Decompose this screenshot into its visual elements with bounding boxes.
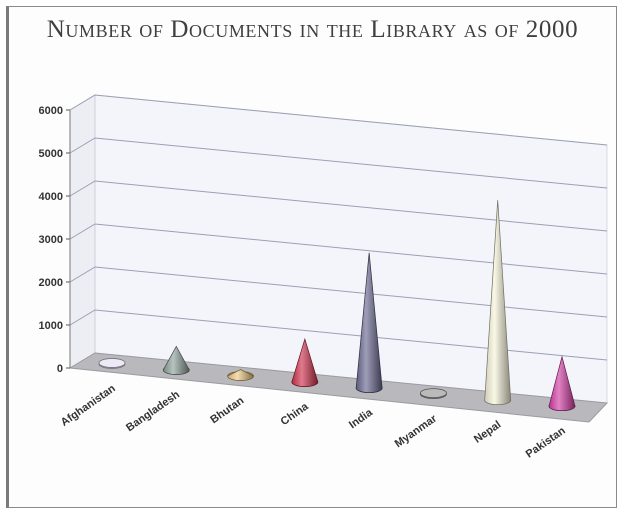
cone-body (355, 252, 383, 393)
gridline (69, 137, 608, 189)
y-tick-label: 4000 (39, 191, 63, 203)
category-label: Nepal (472, 419, 503, 446)
cone-bar (98, 358, 126, 369)
y-tick-label: 1000 (39, 320, 63, 332)
cone-bar (355, 252, 383, 393)
y-tick-label: 6000 (39, 105, 63, 117)
chart-walls (68, 94, 609, 423)
chart-title: Number of Documents in the Library as of… (46, 16, 579, 43)
cone-bar (162, 345, 190, 375)
gridline (69, 180, 608, 232)
chart-gridlines (69, 94, 608, 361)
cone-bar (291, 337, 319, 387)
cone-body (227, 369, 254, 381)
chart-marks (98, 200, 576, 412)
gridline (69, 223, 608, 275)
gridline (69, 266, 608, 318)
cone-bar (548, 355, 576, 412)
cone-flat-top (420, 388, 447, 398)
y-tick-label: 3000 (39, 234, 63, 246)
gridline (69, 309, 608, 361)
category-label: China (279, 400, 312, 428)
cone-bar (420, 388, 447, 399)
cone-bar (227, 369, 254, 381)
category-label: India (347, 406, 376, 431)
y-tick-label: 5000 (39, 148, 63, 160)
cone-flat-top (98, 358, 126, 368)
chart-floor (68, 352, 609, 423)
cone-body (548, 355, 576, 412)
cone-body (484, 200, 512, 405)
cone-body (291, 337, 319, 387)
y-axis-ticks: 0 1000 2000 3000 4000 5000 6000 (39, 105, 71, 375)
category-label: Bangladesh (124, 388, 182, 434)
category-label: Pakistan (524, 425, 568, 461)
cone-bar (484, 200, 512, 406)
y-tick-label: 0 (57, 363, 63, 375)
cone-body (162, 345, 190, 375)
category-label: Bhutan (208, 394, 246, 426)
y-tick-label: 2000 (39, 277, 63, 289)
category-label: Myanmar (393, 412, 440, 450)
gridline (69, 94, 608, 146)
category-label: Afghanistan (59, 382, 118, 428)
